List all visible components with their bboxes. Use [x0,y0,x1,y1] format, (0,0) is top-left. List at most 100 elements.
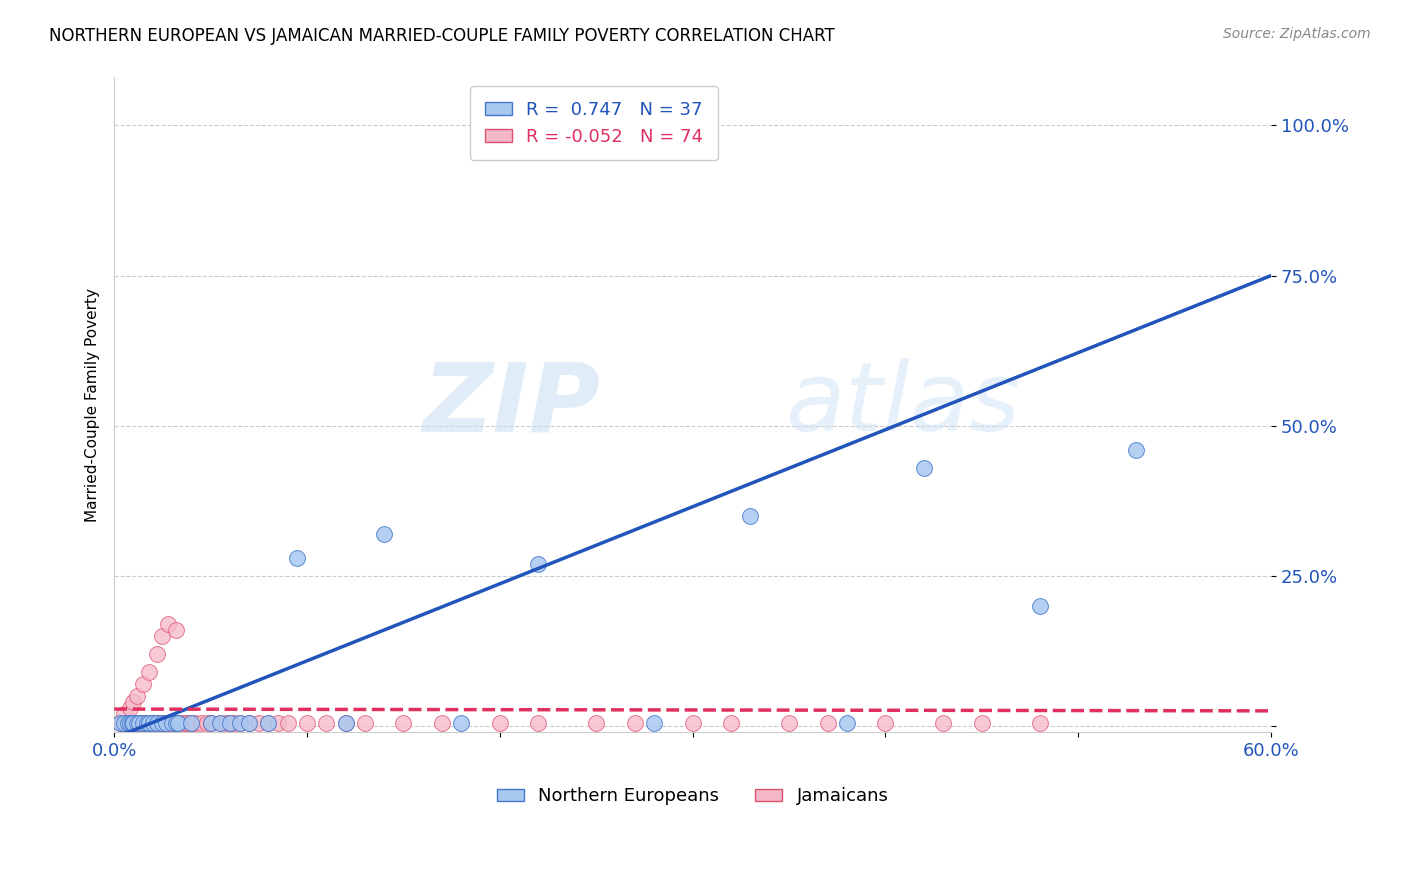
Point [1028,599,1050,613]
Point [184,715,207,730]
Point [643,715,665,730]
Point [117,715,139,730]
Point [136,715,159,730]
Point [932,715,955,730]
Text: atlas: atlas [785,359,1021,451]
Point [166,715,188,730]
Point [682,715,704,730]
Y-axis label: Married-Couple Family Poverty: Married-Couple Family Poverty [86,287,100,522]
Point [247,715,270,730]
Point [160,715,183,730]
Point [132,715,155,730]
Point [122,715,145,730]
Point [165,715,187,730]
Point [152,715,174,730]
Point [180,715,202,730]
Point [277,715,299,730]
Point [138,715,160,730]
Point [139,715,162,730]
Point [129,715,152,730]
Point [450,715,472,730]
Text: Source: ZipAtlas.com: Source: ZipAtlas.com [1223,27,1371,41]
Point [488,715,510,730]
Point [152,715,174,730]
Point [195,715,218,730]
Point [315,715,337,730]
Point [285,550,308,565]
Point [122,715,145,730]
Point [527,557,550,571]
Point [257,715,280,730]
Point [142,715,165,730]
Point [127,689,149,703]
Point [145,715,167,730]
Point [157,616,180,631]
Point [159,715,181,730]
Point [127,715,149,730]
Point [136,715,159,730]
Point [335,715,357,730]
Point [222,715,245,730]
Point [112,715,135,730]
Point [1125,442,1147,457]
Point [166,715,188,730]
Point [875,715,897,730]
Point [121,715,143,730]
Point [108,715,131,730]
Point [128,715,150,730]
Point [740,508,762,523]
Point [209,715,232,730]
Point [165,623,187,637]
Point [128,715,150,730]
Point [392,715,415,730]
Point [257,715,280,730]
Text: ZIP: ZIP [422,359,600,451]
Point [127,715,149,730]
Point [143,715,166,730]
Point [527,715,550,730]
Point [238,715,260,730]
Point [218,715,240,730]
Point [209,715,232,730]
Point [430,715,453,730]
Point [623,715,645,730]
Point [720,715,742,730]
Point [835,715,858,730]
Point [160,715,183,730]
Text: NORTHERN EUROPEAN VS JAMAICAN MARRIED-COUPLE FAMILY POVERTY CORRELATION CHART: NORTHERN EUROPEAN VS JAMAICAN MARRIED-CO… [49,27,835,45]
Point [295,715,318,730]
Point [122,695,145,709]
Point [155,715,177,730]
Point [238,715,260,730]
Point [118,715,141,730]
Point [228,715,250,730]
Point [138,665,160,679]
Point [148,715,170,730]
Point [176,715,198,730]
Point [112,715,135,730]
Point [778,715,800,730]
Point [155,715,177,730]
Point [174,715,197,730]
Point [817,715,839,730]
Point [970,715,993,730]
Point [200,715,222,730]
Point [132,715,155,730]
Point [200,715,222,730]
Point [134,715,156,730]
Point [121,715,143,730]
Point [124,715,146,730]
Point [180,715,202,730]
Point [163,715,186,730]
Point [335,715,357,730]
Point [118,701,141,715]
Point [145,647,167,661]
Point [218,715,240,730]
Point [373,526,395,541]
Point [190,715,212,730]
Point [117,715,139,730]
Point [267,715,290,730]
Point [142,715,165,730]
Point [353,715,375,730]
Point [228,715,250,730]
